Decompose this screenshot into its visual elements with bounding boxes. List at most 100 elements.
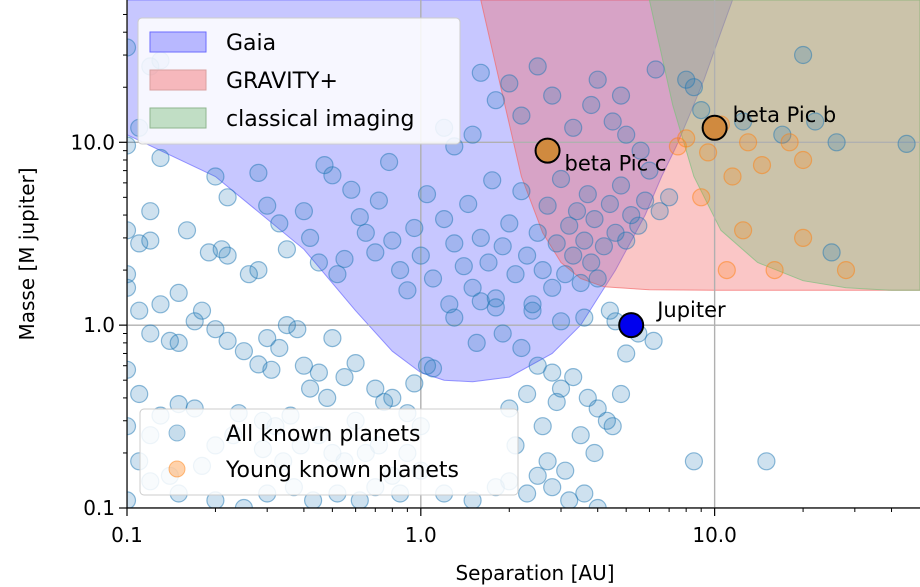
x-axis-label: Separation [AU] [455,561,614,585]
point-all-known-planets [646,60,665,79]
point-young-known-planets [793,228,813,247]
point-all-known-planets [483,171,502,190]
point-all-known-planets [793,45,813,65]
point-all-known-planets [218,188,237,207]
point-all-known-planets [270,338,289,358]
legend-swatch-gravity [149,69,207,91]
point-all-known-planets [366,243,385,262]
point-young-known-planets [668,137,688,156]
point-all-known-planets [463,125,482,144]
point-all-known-planets [454,257,473,276]
point-all-known-planets [603,112,622,131]
point-all-known-planets [585,210,604,229]
point-all-known-planets [617,231,636,250]
point-all-known-planets [323,329,342,348]
point-all-known-planets [445,308,464,327]
point-all-known-planets [169,333,188,352]
point-all-known-planets [234,498,253,508]
point-all-known-planets [493,237,512,256]
point-all-known-planets [523,301,542,320]
highlight-layer: beta Pic b beta Pic c Jupiter [534,103,837,339]
x-tick-label: 1.0 [405,523,437,547]
point-young-known-planets [733,221,753,240]
point-all-known-planets [435,210,454,229]
point-all-known-planets [528,223,547,242]
legend-label-young-known: Young known planets [225,458,459,483]
point-all-known-planets [773,125,792,144]
point-all-known-planets [391,261,410,280]
point-all-known-planets [294,356,313,375]
point-all-known-planets [806,112,825,131]
point-all-known-planets [603,417,622,436]
point-all-known-planets [318,388,337,407]
legend-marker-young-known [168,460,186,478]
point-all-known-planets [127,360,137,379]
point-all-known-planets [528,57,547,76]
point-all-known-planets [127,417,137,436]
point-all-known-planets [328,265,347,284]
point-all-known-planets [471,63,490,82]
x-tick-label: 0.1 [111,523,143,547]
point-young-known-planets [752,156,772,175]
point-all-known-planets [644,331,663,350]
y-tick-label: 0.1 [83,496,115,520]
point-all-known-planets [543,86,562,105]
point-all-known-planets [141,202,160,221]
point-all-known-planets [445,234,464,253]
point-all-known-planets [564,118,583,137]
point-all-known-planets [471,292,490,311]
point-all-known-planets [564,246,583,265]
point-all-known-planets [141,231,160,250]
legend-label-gaia: Gaia [226,31,276,56]
point-all-known-planets [262,360,281,379]
point-all-known-planets [218,331,237,350]
point-all-known-planets [684,452,704,471]
point-all-known-planets [622,206,641,225]
point-all-known-planets [897,134,916,153]
point-all-known-planets [533,417,552,436]
point-all-known-planets [659,188,679,207]
point-all-known-planets [611,86,631,105]
y-axis-label: Masse [M jupiter] [15,167,39,340]
point-all-known-planets [218,246,237,265]
point-all-known-planets [127,136,137,155]
point-all-known-planets [547,234,566,253]
point-all-known-planets [538,452,557,471]
point-all-known-planets [611,176,631,195]
point-all-known-planets [130,384,149,404]
label-beta-pic-b: beta Pic b [733,103,837,127]
region-legend: Gaia GRAVITY+ classical imaging [137,17,461,145]
point-all-known-planets [383,388,402,407]
point-all-known-planets [277,316,296,335]
point-all-known-planets [551,379,571,398]
point-all-known-planets [684,78,704,97]
point-all-known-planets [185,312,204,331]
point-all-known-planets [405,374,424,393]
point-young-known-planets [723,167,742,186]
legend-marker-all-known [168,424,186,442]
point-all-known-planets [733,112,753,131]
point-all-known-planets [258,196,277,215]
marker-jupiter [618,312,645,339]
point-all-known-planets [582,95,601,115]
point-all-known-planets [556,265,575,284]
point-all-known-planets [342,180,361,199]
point-all-known-planets [294,202,313,221]
point-all-known-planets [366,379,385,398]
point-young-known-planets [738,133,758,152]
point-all-known-planets [309,253,328,272]
legend-label-gravity: GRAVITY+ [226,69,338,94]
point-all-known-planets [127,491,137,508]
point-all-known-planets [567,202,587,221]
point-all-known-planets [423,269,443,288]
point-all-known-planets [151,148,170,168]
point-all-known-planets [533,261,552,280]
point-all-known-planets [423,359,443,378]
point-all-known-planets [594,237,614,256]
point-all-known-planets [629,216,648,235]
point-all-known-planets [127,221,137,240]
point-all-known-planets [757,452,776,471]
point-all-known-planets [500,74,519,93]
legend-swatch-gaia [149,31,207,53]
point-all-known-planets [611,384,631,404]
